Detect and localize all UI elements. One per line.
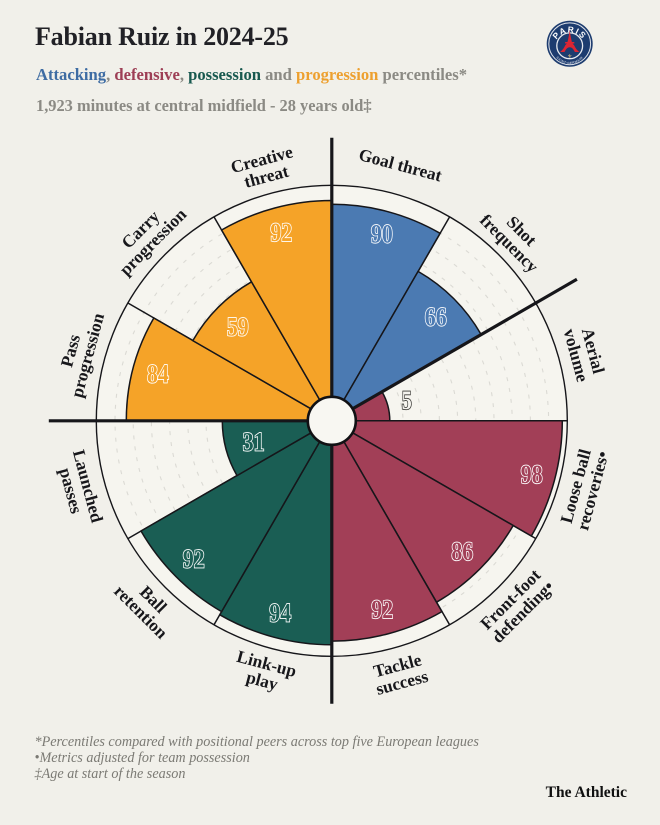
svg-text:Link-upplay: Link-upplay	[230, 646, 299, 698]
svg-text:66: 66	[425, 302, 447, 331]
svg-text:⚜: ⚜	[567, 53, 572, 60]
svg-text:90: 90	[371, 219, 393, 248]
svg-text:Tacklesuccess: Tacklesuccess	[369, 649, 430, 699]
svg-text:92: 92	[270, 218, 292, 247]
svg-text:Goal threat: Goal threat	[357, 144, 445, 185]
svg-text:5: 5	[402, 386, 412, 415]
svg-text:Creativethreat: Creativethreat	[228, 141, 299, 194]
svg-text:Aerialvolume: Aerialvolume	[560, 322, 610, 384]
svg-text:PARIS: PARIS	[550, 24, 589, 41]
svg-text:98: 98	[521, 460, 543, 489]
svg-text:31: 31	[243, 427, 265, 456]
svg-text:84: 84	[147, 360, 169, 389]
svg-text:92: 92	[371, 595, 393, 624]
svg-text:86: 86	[451, 537, 473, 566]
svg-text:59: 59	[227, 312, 249, 341]
svg-text:94: 94	[269, 598, 291, 627]
svg-text:92: 92	[183, 544, 205, 573]
